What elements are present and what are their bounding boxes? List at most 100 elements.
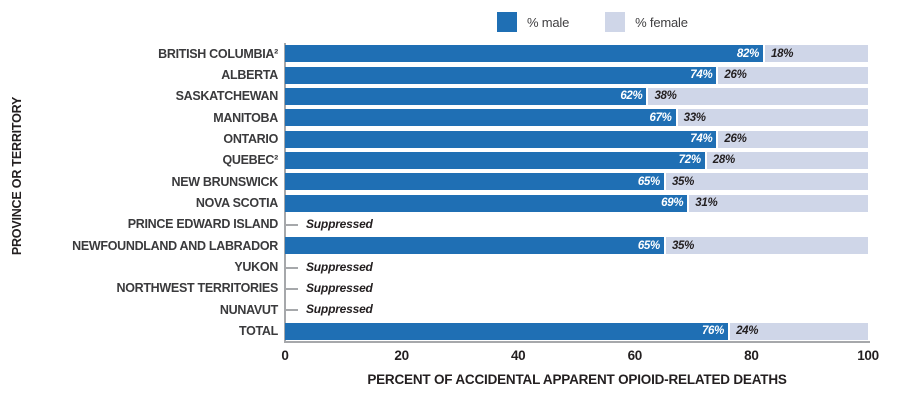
- legend-female-label: % female: [635, 14, 688, 30]
- category-label: ONTARIO: [223, 132, 278, 147]
- category-label: SASKATCHEWAN: [175, 89, 279, 104]
- x-tick-label: 80: [744, 348, 759, 363]
- legend-male-swatch: [497, 12, 517, 32]
- chart-row: MANITOBA 67% 33%: [0, 107, 868, 128]
- category-label: NEWFOUNDLAND AND LABRADOR: [72, 238, 278, 253]
- male-bar: 65%: [285, 173, 664, 191]
- female-bar: 18%: [763, 45, 868, 63]
- category-label: NUNAVUT: [219, 302, 278, 317]
- suppressed-label: Suppressed: [306, 216, 373, 231]
- suppressed-dash: [285, 223, 298, 226]
- chart-row: ONTARIO 74% 26%: [0, 128, 868, 149]
- bar-track: Suppressed: [285, 301, 868, 318]
- bar-track: 65% 35%: [285, 237, 868, 255]
- plot-area: BRITISH COLUMBIA² 82% 18% ALBERTA 74% 26% …: [0, 43, 868, 342]
- category-label: BRITISH COLUMBIA²: [158, 46, 278, 61]
- male-value-label: 65%: [637, 239, 660, 252]
- male-bar: 76%: [285, 322, 729, 340]
- x-tick-label: 20: [394, 348, 409, 363]
- male-value-label: 76%: [701, 325, 725, 338]
- male-value-label: 62%: [620, 90, 643, 103]
- x-tick-label: 60: [627, 348, 643, 363]
- male-value-label: 65%: [637, 175, 660, 188]
- chart-row: NORTHWEST TERRITORIES Suppressed: [0, 278, 868, 299]
- bar-track: 65% 35%: [285, 173, 868, 191]
- chart-row: TOTAL 76% 24%: [0, 320, 868, 341]
- x-tick-label: 100: [857, 348, 879, 363]
- female-value-label: 26%: [724, 133, 747, 146]
- category-label: QUEBEC²: [222, 153, 278, 168]
- male-bar: 65%: [285, 237, 664, 255]
- female-bar: 31%: [687, 194, 868, 212]
- female-value-label: 26%: [724, 69, 747, 82]
- x-tick-label: 40: [510, 348, 526, 363]
- bar-track: Suppressed: [285, 216, 868, 233]
- bar-track: Suppressed: [285, 280, 868, 297]
- male-bar: 67%: [285, 109, 676, 127]
- category-label: NORTHWEST TERRITORIES: [116, 281, 278, 296]
- male-value-label: 72%: [678, 154, 701, 167]
- category-label: TOTAL: [238, 324, 278, 339]
- female-value-label: 38%: [654, 90, 677, 103]
- suppressed-dash: [285, 309, 298, 312]
- bar-track: 69% 31%: [285, 194, 868, 212]
- female-bar: 33%: [675, 109, 868, 127]
- male-value-label: 74%: [690, 133, 713, 146]
- bar-track: 74% 26%: [285, 130, 868, 148]
- y-axis-line: [284, 43, 286, 343]
- female-bar: 35%: [663, 173, 868, 191]
- category-label: MANITOBA: [213, 110, 278, 125]
- female-value-label: 28%: [712, 154, 735, 167]
- female-value-label: 33%: [683, 111, 706, 124]
- chart-row: BRITISH COLUMBIA² 82% 18%: [0, 43, 868, 64]
- x-axis-title: PERCENT OF ACCIDENTAL APPARENT OPIOID-RE…: [367, 372, 787, 387]
- female-value-label: 18%: [771, 47, 794, 60]
- female-bar: 38%: [646, 87, 868, 105]
- female-value-label: 35%: [671, 175, 695, 188]
- x-axis-ticks: 0 20 40 60 80 100: [0, 348, 900, 364]
- male-bar: 69%: [285, 194, 688, 212]
- chart-row: YUKON Suppressed: [0, 256, 868, 277]
- legend-male-label: % male: [527, 14, 570, 30]
- female-bar: 26%: [716, 130, 868, 148]
- chart-row: PRINCE EDWARD ISLAND Suppressed: [0, 214, 868, 235]
- category-label: ALBERTA: [221, 68, 278, 83]
- suppressed-label: Suppressed: [306, 259, 373, 274]
- chart-row: QUEBEC² 72% 28%: [0, 150, 868, 171]
- chart-row: NEW BRUNSWICK 65% 35%: [0, 171, 868, 192]
- x-axis-line: [284, 341, 870, 343]
- suppressed-dash: [285, 266, 298, 269]
- female-bar: 26%: [716, 66, 868, 84]
- female-bar: 28%: [704, 151, 868, 169]
- suppressed-label: Suppressed: [306, 280, 373, 295]
- male-bar: 62%: [285, 87, 647, 105]
- female-value-label: 35%: [671, 239, 695, 252]
- male-value-label: 67%: [649, 111, 672, 124]
- bar-track: 76% 24%: [285, 322, 868, 340]
- suppressed-label: Suppressed: [306, 302, 373, 317]
- bar-track: 74% 26%: [285, 66, 868, 84]
- bar-track: 62% 38%: [285, 87, 868, 105]
- male-bar: 74%: [285, 130, 717, 148]
- male-bar: 82%: [285, 45, 764, 63]
- x-tick-label: 0: [281, 348, 289, 363]
- male-bar: 72%: [285, 151, 705, 169]
- male-value-label: 74%: [690, 69, 713, 82]
- category-label: YUKON: [234, 260, 278, 275]
- suppressed-dash: [285, 287, 298, 290]
- category-label: NOVA SCOTIA: [195, 196, 278, 211]
- chart-row: NOVA SCOTIA 69% 31%: [0, 192, 868, 213]
- legend-female-swatch: [605, 12, 626, 32]
- bar-track: 67% 33%: [285, 109, 868, 127]
- male-value-label: 82%: [736, 47, 760, 60]
- bar-track: 72% 28%: [285, 151, 868, 169]
- bar-track: 82% 18%: [285, 45, 868, 63]
- category-label: NEW BRUNSWICK: [171, 174, 278, 189]
- chart-row: SASKATCHEWAN 62% 38%: [0, 86, 868, 107]
- legend: % male % female: [497, 12, 688, 32]
- female-bar: 24%: [728, 322, 868, 340]
- female-value-label: 31%: [695, 197, 718, 210]
- chart-row: ALBERTA 74% 26%: [0, 64, 868, 85]
- male-bar: 74%: [285, 66, 717, 84]
